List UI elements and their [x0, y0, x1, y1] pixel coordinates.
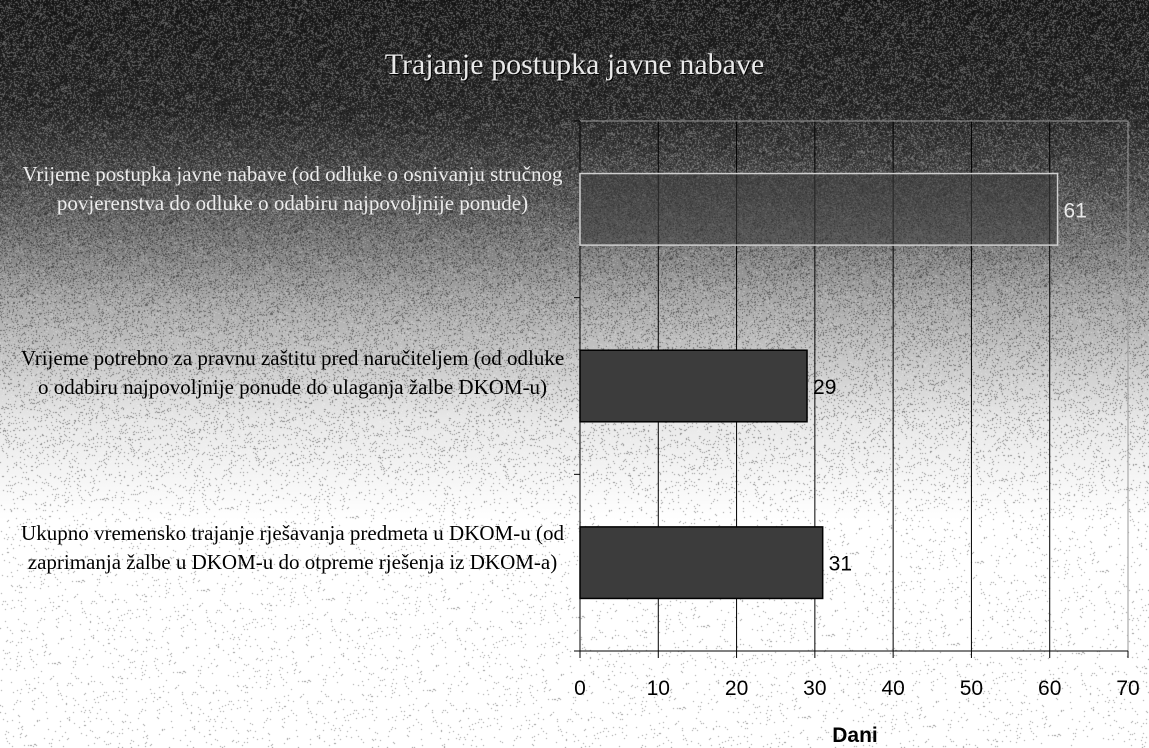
- category-ticks: [574, 120, 580, 652]
- category-label-2: Vrijeme potrebno za pravnu zaštitu pred …: [20, 346, 565, 399]
- data-label: 31: [829, 553, 852, 576]
- data-label: 61: [1064, 199, 1087, 222]
- bar: [579, 172, 1059, 246]
- x-tick-label: 50: [960, 677, 983, 700]
- x-ticks: 0 10 20 30 40 50 60 70: [574, 650, 1140, 700]
- x-tick-label: 30: [803, 677, 826, 700]
- bar: [579, 526, 824, 600]
- bars: 61 29 31: [579, 172, 1087, 600]
- x-tick-label: 40: [881, 677, 904, 700]
- chart-title: Trajanje postupka javne nabave: [384, 48, 765, 81]
- x-tick-label: 10: [647, 677, 670, 700]
- x-tick-label: 70: [1116, 677, 1139, 700]
- x-tick-label: 60: [1038, 677, 1061, 700]
- data-label: 29: [813, 376, 836, 399]
- x-tick-label: 20: [725, 677, 748, 700]
- x-axis-label: Dani: [832, 724, 878, 747]
- bar: [579, 349, 808, 423]
- category-label-3: Ukupno vremensko trajanje rješavanja pre…: [21, 521, 564, 574]
- category-label-1: Vrijeme postupka javne nabave (od odluke…: [22, 162, 563, 215]
- x-tick-label: 0: [574, 677, 586, 700]
